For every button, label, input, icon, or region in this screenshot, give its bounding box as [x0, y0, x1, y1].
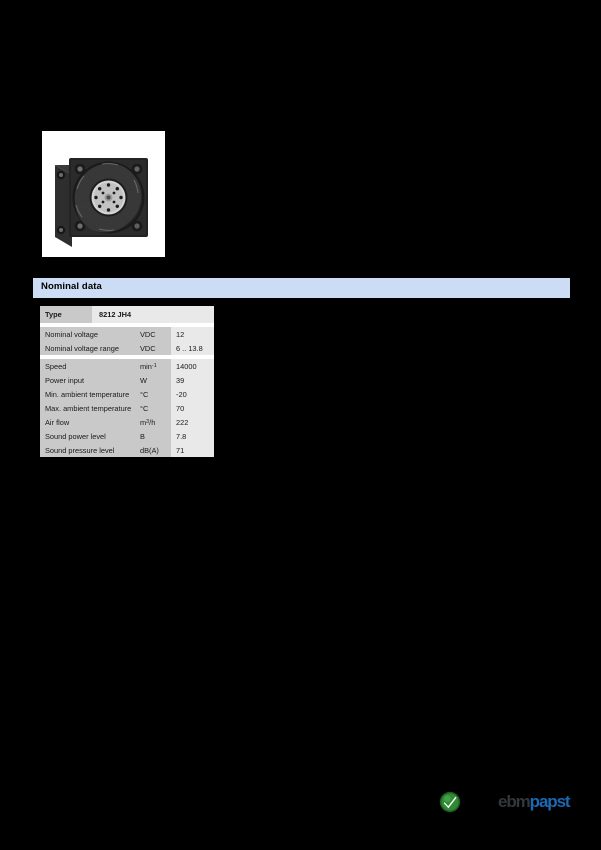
- table-row: Max. ambient temperature °C 70: [40, 401, 214, 415]
- cell-unit: W: [140, 373, 171, 387]
- table-row: Type 8212 JH4: [40, 306, 214, 323]
- cell-value: 222: [171, 415, 214, 429]
- table-group-performance: Speed min -1 14000 Power input W 39 Min. …: [40, 359, 214, 457]
- table-row: Nominal voltage range VDC 6 .. 13.8: [40, 341, 214, 355]
- section-header-nominal-data: Nominal data: [33, 278, 570, 298]
- cell-unit: VDC: [140, 327, 171, 341]
- brand-name-papst: papst: [529, 792, 571, 811]
- table-group-voltage: Nominal voltage VDC 12 Nominal voltage r…: [40, 327, 214, 355]
- footer-logos: ebmpapst: [430, 786, 571, 826]
- table-row: Air flow m 3/h 222: [40, 415, 214, 429]
- table-row: Sound power level B 7.8: [40, 429, 214, 443]
- cell-unit: °C: [140, 387, 171, 401]
- brand-logo: ebmpapst: [498, 786, 571, 820]
- brand-wordmark: ebmpapst: [498, 792, 571, 811]
- cell-label: Max. ambient temperature: [40, 401, 140, 415]
- nominal-data-table: Type 8212 JH4 Nominal voltage VDC 12 Nom…: [40, 306, 214, 457]
- cell-unit: B: [140, 429, 171, 443]
- cell-label: Sound power level: [40, 429, 140, 443]
- cell-label: Air flow: [40, 415, 140, 429]
- cell-value: 6 .. 13.8: [171, 341, 214, 355]
- section-title: Nominal data: [41, 281, 102, 292]
- cell-unit: °C: [140, 401, 171, 415]
- cell-label: Speed: [40, 359, 140, 373]
- cell-value: -20: [171, 387, 214, 401]
- cell-label: Type: [40, 306, 92, 323]
- cell-label: Nominal voltage range: [40, 341, 140, 355]
- cell-label: Min. ambient temperature: [40, 387, 140, 401]
- table-row: Nominal voltage VDC 12: [40, 327, 214, 341]
- cell-label: Power input: [40, 373, 140, 387]
- cell-label: Nominal voltage: [40, 327, 140, 341]
- product-image: [42, 131, 165, 257]
- cell-value: 7.8: [171, 429, 214, 443]
- table-row: Min. ambient temperature °C -20: [40, 387, 214, 401]
- table-group-type: Type 8212 JH4: [40, 306, 214, 323]
- table-row: Speed min -1 14000: [40, 359, 214, 373]
- brand-name-ebm: ebm: [498, 792, 531, 811]
- cell-value: 70: [171, 401, 214, 415]
- cell-value: 12: [171, 327, 214, 341]
- cell-value: 8212 JH4: [92, 306, 214, 323]
- cell-value: 71: [171, 443, 214, 457]
- green-check-badge-icon: [439, 791, 461, 813]
- cell-value: 14000: [171, 359, 214, 373]
- cell-unit: m 3/h: [140, 415, 171, 429]
- cell-unit: dB(A): [140, 443, 171, 457]
- cell-unit: VDC: [140, 341, 171, 355]
- cell-unit: min -1: [140, 359, 171, 373]
- cell-value: 39: [171, 373, 214, 387]
- axial-fan-photo: [42, 131, 165, 257]
- cell-label: Sound pressure level: [40, 443, 140, 457]
- table-row: Power input W 39: [40, 373, 214, 387]
- table-row: Sound pressure level dB(A) 71: [40, 443, 214, 457]
